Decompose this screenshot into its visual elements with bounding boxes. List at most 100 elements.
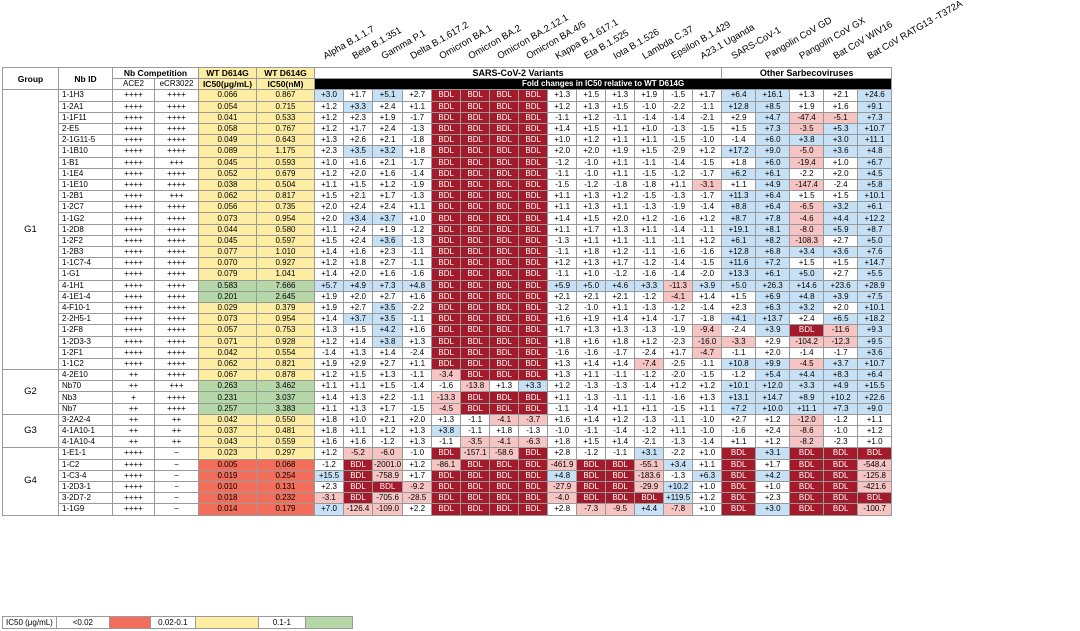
fold-change-cell: -4.6 <box>789 212 825 225</box>
fold-change-cell: +1.2 <box>402 458 433 471</box>
fold-change-cell: +1.4 <box>576 357 607 371</box>
fold-change-cell: +1.1 <box>576 234 607 248</box>
ic50-ug-cell: 0.062 <box>198 190 257 203</box>
fold-change-cell: +1.4 <box>605 436 636 449</box>
fold-change-cell: BDL <box>489 469 520 482</box>
fold-change-cell: BDL <box>431 324 462 337</box>
fold-change-cell: +2.7 <box>823 234 859 248</box>
fold-change-cell: -1.1 <box>692 100 723 113</box>
fold-change-cell: +7.5 <box>857 290 893 303</box>
fold-change-cell: +4.9 <box>755 178 791 192</box>
fold-change-cell: +1.7 <box>371 190 404 203</box>
fold-change-cell: -1.0 <box>692 424 723 438</box>
fold-change-cell: +1.3 <box>314 134 344 147</box>
table-row: 1-1G2 ++++ ++++ 0.073 0.954 +2.0 +3.4 +3.7 +1.0 B… <box>3 212 893 225</box>
fold-change-cell: -1.1 <box>634 245 665 259</box>
fold-change-cell: +4.2 <box>755 469 791 482</box>
fold-change-cell: +2.7 <box>823 268 859 281</box>
fold-change-cell: +1.2 <box>663 380 694 393</box>
fold-change-cell: BDL <box>518 357 549 371</box>
fold-change-cell: +7.6 <box>857 245 893 259</box>
fold-change-cell: +3.6 <box>823 145 859 158</box>
fold-change-cell: -5.1 <box>823 111 859 124</box>
fold-change-cell: BDL <box>518 212 549 225</box>
fold-change-cell: +1.1 <box>314 178 344 192</box>
fold-change-cell: +1.4 <box>314 313 344 326</box>
legend-title: IC50 (μg/mL) <box>2 616 57 629</box>
fold-change-cell: BDL <box>576 469 607 482</box>
fold-change-cell: +3.2 <box>789 301 825 315</box>
fold-change-cell: +1.3 <box>576 190 607 203</box>
competition-cell: ++++ <box>112 268 155 281</box>
fold-change-cell: BDL <box>721 469 757 482</box>
fold-change-cell: +3.3 <box>789 380 825 393</box>
fold-change-cell: BDL <box>460 402 491 415</box>
table-row: 1-C3-4 ++++ −0.019 0.254 +15.5 BDL -758.9 +1.7 B… <box>3 469 893 482</box>
fold-change-cell: +1.6 <box>547 413 578 427</box>
fold-change-cell: +1.1 <box>576 369 607 382</box>
fold-change-cell: +3.3 <box>634 279 665 292</box>
fold-change-cell: +1.1 <box>605 122 636 136</box>
fold-change-cell: -12.0 <box>789 413 825 427</box>
fold-change-cell: -86.1 <box>431 458 462 471</box>
ic50-ug-cell: 0.042 <box>198 346 257 359</box>
table-row: 1-1G9 ++++ −0.014 0.179 +7.0 -126.4 -109.0 +2.2… <box>3 503 893 516</box>
fold-change-cell: +1.6 <box>343 245 373 259</box>
fold-change-cell: +3.5 <box>343 145 373 158</box>
fold-change-cell: BDL <box>431 201 462 214</box>
fold-change-cell: BDL <box>460 324 491 337</box>
fold-change-cell: +1.8 <box>547 335 578 348</box>
competition-cell: ++++ <box>154 223 199 236</box>
fold-change-cell: -1.7 <box>663 313 694 326</box>
fold-change-cell: -1.6 <box>663 212 694 225</box>
fold-change-cell: -1.3 <box>576 380 607 393</box>
fold-change-cell: +7.3 <box>371 279 404 292</box>
fold-change-cell: BDL <box>857 492 893 505</box>
fold-change-cell: BDL <box>460 301 491 315</box>
fold-change-cell: +1.5 <box>343 178 373 192</box>
nb-id-cell: 1-2C7 <box>58 201 113 214</box>
fold-change-cell: +1.9 <box>605 145 636 158</box>
fold-change-cell: -104.2 <box>789 335 825 348</box>
fold-change-cell: BDL <box>460 268 491 281</box>
competition-cell: ++++ <box>112 279 155 292</box>
fold-change-cell: +10.8 <box>721 357 757 371</box>
fold-change-cell: +1.4 <box>371 346 404 359</box>
fold-change-cell: BDL <box>518 313 549 326</box>
fold-change-cell: +9.5 <box>857 335 893 348</box>
ic50-nm-cell: 1.010 <box>256 245 315 259</box>
fold-change-cell: +1.7 <box>755 458 791 471</box>
fold-change-cell: -16.0 <box>692 335 723 348</box>
nb-id-cell: 1-2D3-1 <box>58 480 113 494</box>
fold-change-cell: BDL <box>489 335 520 348</box>
competition-cell: ++ <box>154 424 199 438</box>
fold-change-cell: -1.3 <box>634 413 665 427</box>
fold-change-cell: -1.1 <box>402 369 433 382</box>
competition-cell: ++++ <box>154 402 199 415</box>
table-row: 3-2D7-2 ++++ −0.018 0.232 -3.1 BDL -705.6 -28.5… <box>3 492 893 505</box>
fold-change-cell: BDL <box>857 447 893 460</box>
fold-change-cell: +3.4 <box>343 212 373 225</box>
fold-change-cell: -2.1 <box>692 111 723 124</box>
fold-change-cell: +8.3 <box>823 369 859 382</box>
fold-change-cell: +1.1 <box>547 190 578 203</box>
table-row: 2-E5 ++++ ++++ 0.058 0.767 +1.2 +1.7 +2.4 -1.3 BD… <box>3 122 893 136</box>
fold-change-cell: +1.6 <box>823 100 859 113</box>
fold-change-cell: +2.2 <box>371 391 404 404</box>
fold-change-cell: -2.5 <box>663 357 694 371</box>
fold-change-cell: +1.4 <box>547 212 578 225</box>
fold-change-cell: -1.0 <box>402 447 433 460</box>
table-row: 1-2F2 ++++ ++++ 0.045 0.597 +1.5 +2.4 +3.6 -1.3 B… <box>3 234 893 248</box>
ic50-ug-cell: 0.029 <box>198 301 257 315</box>
competition-cell: ++ <box>112 436 155 449</box>
fold-change-cell: +1.1 <box>547 391 578 404</box>
fold-change-cell: -2.2 <box>663 100 694 113</box>
ic50-ug-cell: 0.057 <box>198 324 257 337</box>
fold-change-cell: -1.3 <box>402 190 433 203</box>
nb-id-cell: 1-1G2 <box>58 212 113 225</box>
fold-change-cell: +1.0 <box>857 436 893 449</box>
fold-change-cell: +2.4 <box>371 122 404 136</box>
ic50-nm-cell: 0.550 <box>256 413 315 427</box>
fold-change-cell: +3.9 <box>755 324 791 337</box>
fold-change-cell: BDL <box>518 156 549 169</box>
